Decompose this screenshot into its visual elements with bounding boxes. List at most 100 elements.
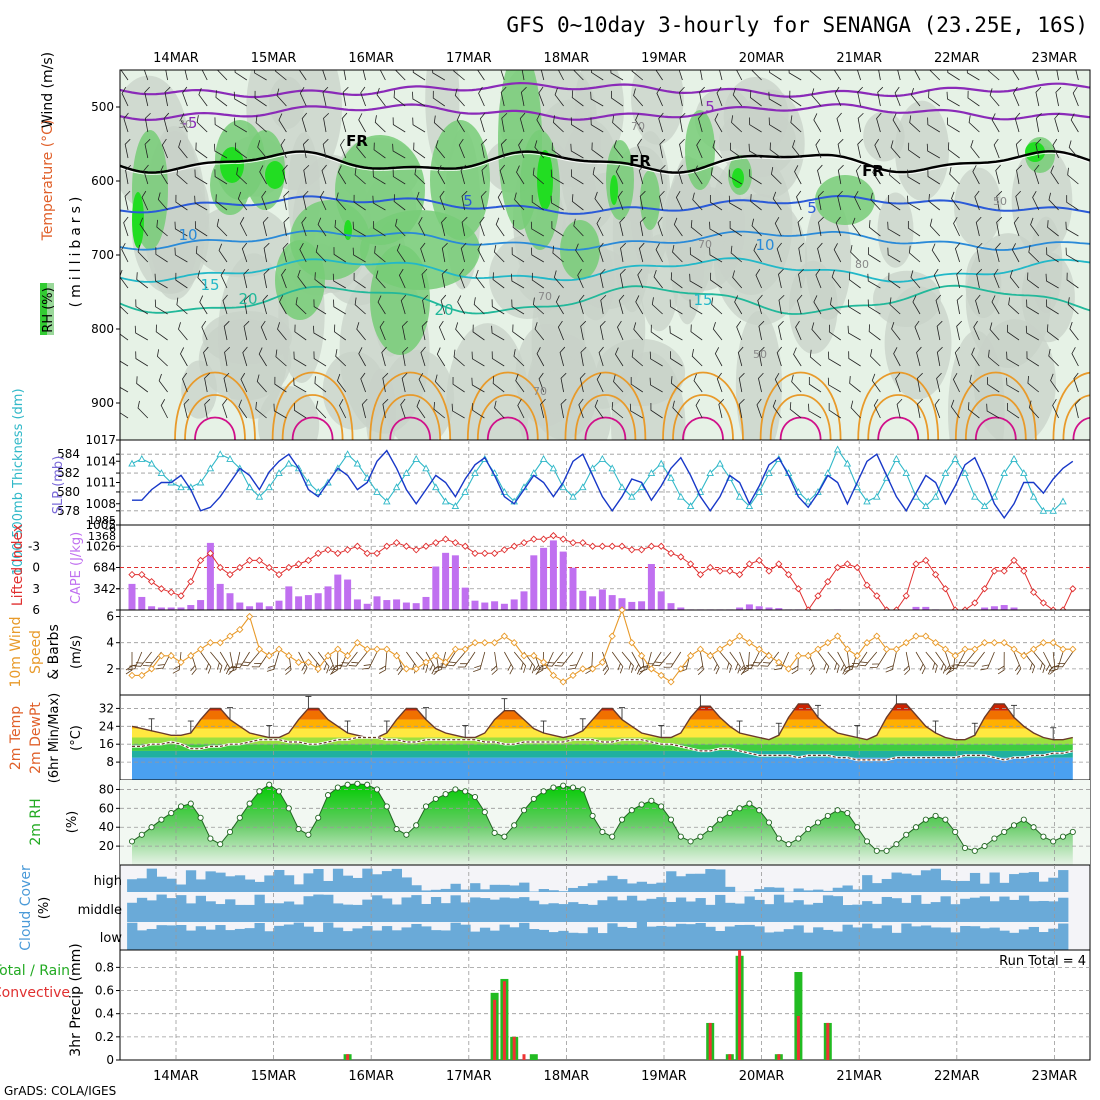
lifted-index-line-point xyxy=(598,542,607,550)
wind-barb xyxy=(732,270,743,289)
cloud-bar xyxy=(1028,901,1039,922)
cloud-bar xyxy=(372,874,383,892)
wind-barb xyxy=(1068,140,1079,159)
wind-barb xyxy=(255,115,267,133)
wind-barb xyxy=(353,194,366,211)
date-label-bottom: 14MAR xyxy=(153,1069,199,1084)
thickness-line-point xyxy=(667,473,675,481)
wind-barb xyxy=(125,164,132,185)
rh-bright-green xyxy=(732,168,744,188)
wind-barb xyxy=(299,243,307,263)
run-total-label: Run Total = 4 xyxy=(999,954,1086,969)
date-label-bottom: 18MAR xyxy=(544,1069,590,1084)
cloud-bar xyxy=(479,889,491,892)
wind-barb xyxy=(993,268,1000,289)
cloud-bar xyxy=(381,898,393,922)
wind-barbs-10m xyxy=(125,651,1074,676)
cape-bar xyxy=(638,601,646,610)
cloud-bar xyxy=(999,896,1010,922)
rh2m-line-point xyxy=(1010,822,1018,829)
wind-barb xyxy=(302,138,309,159)
rh-bright-green xyxy=(132,192,144,248)
wind-barb xyxy=(495,217,505,237)
tick-label: 0.8 xyxy=(95,960,114,974)
wind-speed-line-point xyxy=(373,645,381,653)
wind-barb xyxy=(214,143,228,159)
lifted-index-line-point xyxy=(343,546,352,554)
rh-bright-green xyxy=(344,220,352,240)
cloud-bar xyxy=(822,929,834,950)
rh2m-line-point xyxy=(814,819,822,826)
wind-speed-line-point xyxy=(892,645,901,653)
wind-barb xyxy=(376,87,386,107)
cloud-bar xyxy=(960,926,971,950)
thickness-line-point xyxy=(833,445,842,453)
wind-barb xyxy=(579,372,586,393)
cloud-bar xyxy=(195,895,206,922)
lifted-index-line-point xyxy=(912,560,920,568)
cloud-level-label: high xyxy=(94,874,122,889)
wind-barb xyxy=(1072,86,1079,107)
cloud-bar xyxy=(470,931,481,950)
wind-barb xyxy=(555,295,564,315)
wind-barb-10m xyxy=(536,651,544,675)
rh2m-line-point xyxy=(658,803,665,810)
wind-speed-line-point xyxy=(363,645,371,653)
wind-barb xyxy=(833,243,842,263)
wind-barb xyxy=(734,295,743,315)
wind-barb xyxy=(995,242,1001,263)
wind-speed-line-point xyxy=(1059,645,1067,653)
date-label-bottom: 22MAR xyxy=(934,1069,980,1084)
wind-barb xyxy=(619,268,626,289)
wind-barb xyxy=(156,219,168,237)
cloud-bar xyxy=(999,930,1010,950)
wind-barb xyxy=(356,322,366,341)
rh2m-line-point xyxy=(373,786,381,793)
wind-barb xyxy=(798,268,804,289)
wind-barb xyxy=(834,86,842,107)
tick-label: 0 xyxy=(106,1053,114,1067)
wind-speed-line-point xyxy=(236,625,244,634)
wind-speed-line-point xyxy=(1069,645,1077,653)
wind-barb xyxy=(550,195,564,211)
cloud-bar xyxy=(636,900,647,922)
cloud-bar xyxy=(1048,928,1059,950)
wind-barb-10m xyxy=(446,651,466,667)
rh2m-line-point xyxy=(540,788,547,795)
cloud-bar xyxy=(519,882,530,892)
cape-bar xyxy=(657,591,665,610)
cloud-bar xyxy=(548,932,559,950)
cloud-bar xyxy=(577,903,589,922)
wind-barb xyxy=(452,376,465,393)
wind-barb xyxy=(728,195,743,211)
wind-barb xyxy=(907,195,921,211)
ylabel-precip-2: Total / Rain xyxy=(0,963,70,979)
surface-isotherm-loop xyxy=(857,371,940,440)
cloud-bar xyxy=(1009,874,1020,892)
cloud-bar xyxy=(656,897,667,922)
wind-barb xyxy=(710,167,723,185)
cloud-bar xyxy=(342,875,353,892)
thickness-line-point xyxy=(598,454,607,462)
wind-speed-line-point xyxy=(706,652,714,660)
cloud-bar xyxy=(185,870,197,892)
cloud-bar xyxy=(362,868,373,892)
wind-barb xyxy=(454,88,465,107)
rh2m-line-point xyxy=(903,831,910,838)
tick-label: 580 xyxy=(57,485,80,499)
lifted-index-line-point xyxy=(765,567,773,575)
wind-barb xyxy=(778,268,784,289)
wind-barb xyxy=(124,138,131,159)
wind-barb-10m xyxy=(1055,651,1074,668)
wind-barb-10m xyxy=(327,651,336,675)
thickness-line-point xyxy=(961,469,969,477)
wind-barb-10m xyxy=(229,651,241,673)
wind-barb xyxy=(849,376,861,393)
cloud-bar xyxy=(607,923,618,950)
lifted-index-line-point xyxy=(922,556,930,565)
wind-barb xyxy=(282,164,288,185)
wind-barb xyxy=(927,117,941,133)
cloud-bar xyxy=(901,923,912,950)
cloud-bar xyxy=(842,905,853,922)
wind-barb xyxy=(354,167,366,185)
